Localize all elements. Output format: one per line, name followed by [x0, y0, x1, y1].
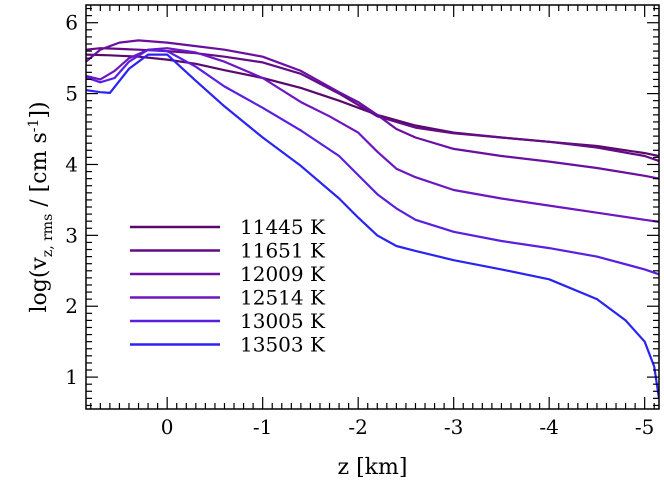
y-tick-label: 6	[65, 11, 78, 35]
y-tick-label: 3	[65, 223, 78, 247]
x-tick-label: -1	[253, 415, 272, 439]
series-lines	[86, 39, 659, 399]
y-axis-label-suffix: ])	[27, 101, 52, 118]
x-tick-label: -2	[348, 415, 367, 439]
series-line-2	[86, 47, 659, 162]
x-tick-label: -5	[635, 415, 654, 439]
x-tick-label: -3	[444, 415, 463, 439]
y-axis-label-subscript: z, rms	[40, 214, 56, 257]
series-line-1	[86, 53, 659, 158]
plot-frame	[85, 4, 660, 410]
y-tick-label: 1	[65, 365, 78, 389]
legend-label: 11445 K	[240, 215, 326, 239]
y-axis-label-middle: / [cm s	[27, 132, 52, 213]
series-line-4	[86, 47, 659, 223]
series-line-3	[86, 39, 659, 180]
y-axis-label: log(vz, rms / [cm s-1])	[26, 101, 56, 312]
legend-label: 12514 K	[240, 286, 326, 310]
y-tick-label: 5	[65, 82, 78, 106]
series-line-6	[86, 53, 659, 399]
x-tick-label: 0	[161, 415, 174, 439]
y-axis-label-prefix: log(v	[27, 257, 52, 313]
legend-label: 11651 K	[240, 239, 326, 263]
y-tick-label: 4	[65, 152, 78, 176]
y-axis-label-superscript: -1	[26, 119, 42, 133]
legend-label: 13503 K	[240, 333, 326, 357]
x-axis-label: z [km]	[338, 455, 408, 480]
legend-label: 13005 K	[240, 309, 326, 333]
legend-label: 12009 K	[240, 262, 326, 286]
series-line-5	[86, 48, 659, 276]
axis-tick-labels: 0 -1 -2 -3 -4 -5 1 2 3 4 5 6	[65, 11, 654, 439]
y-tick-label: 2	[65, 294, 78, 318]
x-tick-label: -4	[539, 415, 558, 439]
axis-ticks	[86, 5, 659, 409]
